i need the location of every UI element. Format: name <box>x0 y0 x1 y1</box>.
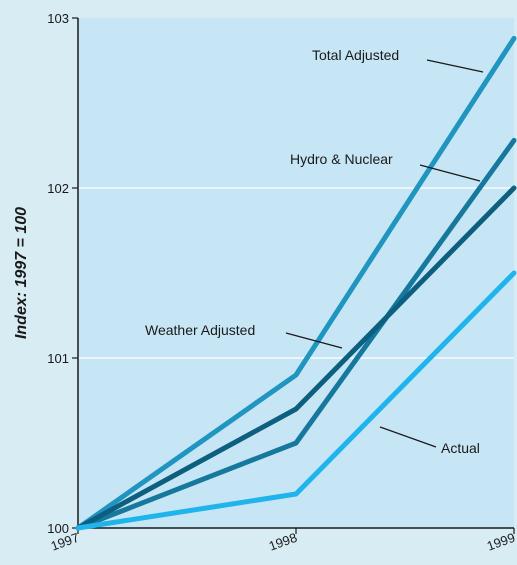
callout-leader-line <box>379 426 437 448</box>
series-callouts: Total Adjusted Hydro & Nuclear Weather Adj… <box>145 47 484 456</box>
y-tick-label: 103 <box>47 11 69 26</box>
callout-leader-line <box>419 164 481 182</box>
series-label: Actual <box>441 440 480 456</box>
series-line-weather-adjusted <box>75 185 517 531</box>
callout-leader-line <box>426 59 484 73</box>
y-axis-title: Index: 1997 = 100 <box>13 207 30 339</box>
x-tick-label: 1998 <box>267 530 299 554</box>
grid-lines <box>78 187 514 359</box>
series-label: Total Adjusted <box>312 47 399 63</box>
series-label: Weather Adjusted <box>145 322 255 338</box>
x-tick-label: 1999 <box>485 530 517 554</box>
series-line-actual <box>75 270 517 531</box>
y-tick-label: 100 <box>47 521 69 536</box>
x-ticks: 1997 1998 1999 <box>49 528 517 554</box>
series-line-total-adjusted <box>75 35 517 531</box>
series-line-hydro-nuclear <box>75 137 517 531</box>
y-tick-label: 101 <box>47 351 69 366</box>
series-label: Hydro & Nuclear <box>290 151 393 167</box>
y-ticks: 100 101 102 103 <box>47 11 78 536</box>
series-lines <box>75 35 517 531</box>
callout-leader-line <box>285 332 343 349</box>
y-tick-label: 102 <box>47 181 69 196</box>
